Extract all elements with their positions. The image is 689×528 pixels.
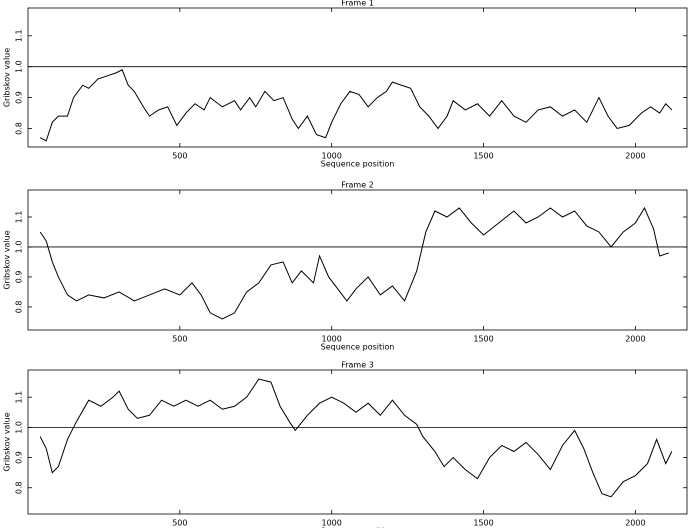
x-tick-label: 1500: [473, 152, 493, 161]
y-tick-label: 1.0: [15, 60, 24, 73]
panel: Frame 2 500 1000 1500 2000 0.8 0.9 1.0 1.1 Sequen…: [3, 181, 688, 352]
y-tick-label: 0.9: [15, 451, 24, 464]
x-tick-label: 1500: [473, 519, 493, 528]
x-tick-label: 1000: [322, 335, 342, 344]
y-tick-label: 0.8: [15, 122, 24, 135]
y-tick-label: 0.8: [15, 481, 24, 494]
data-line: [39, 69, 673, 142]
y-tick-label: 1.1: [15, 29, 24, 42]
x-axis-label: Sequence position: [321, 343, 395, 352]
panel: Frame 3 500 1000 1500 2000 0.8 0.9 1.0 1.1 Sequen…: [3, 361, 688, 528]
y-tick-label: 0.8: [15, 301, 24, 314]
plot-frame: [27, 189, 688, 331]
y-tick-label: 0.9: [15, 91, 24, 104]
plot-frame: [27, 369, 688, 515]
x-axis-label: Sequence position: [321, 527, 395, 528]
y-axis-label: Gribskov value: [3, 48, 12, 107]
y-tick-label: 1.0: [15, 421, 24, 434]
panel-title: Frame 2: [341, 181, 374, 190]
x-tick-label: 2000: [625, 519, 645, 528]
data-line: [39, 206, 669, 320]
plot-frame: [27, 7, 688, 148]
x-tick-label: 2000: [625, 152, 645, 161]
y-tick-label: 0.9: [15, 271, 24, 284]
panel-title: Frame 3: [341, 361, 374, 370]
x-tick-label: 500: [172, 519, 187, 528]
y-tick-label: 1.1: [15, 391, 24, 404]
x-tick-label: 1000: [322, 152, 342, 161]
x-tick-label: 1000: [322, 519, 342, 528]
panel-title: Frame 1: [341, 0, 374, 8]
x-tick-label: 500: [172, 335, 187, 344]
y-tick-label: 1.1: [15, 211, 24, 224]
x-tick-label: 500: [172, 152, 187, 161]
data-line: [39, 378, 673, 498]
x-tick-label: 1500: [473, 335, 493, 344]
x-tick-label: 2000: [625, 335, 645, 344]
y-axis-label: Gribskov value: [3, 412, 12, 471]
panel: Frame 1 500 1000 1500 2000 0.8 0.9 1.0 1.1 Sequen…: [3, 0, 688, 169]
y-tick-label: 1.0: [15, 241, 24, 254]
x-axis-label: Sequence position: [321, 160, 395, 169]
y-axis-label: Gribskov value: [3, 230, 12, 289]
